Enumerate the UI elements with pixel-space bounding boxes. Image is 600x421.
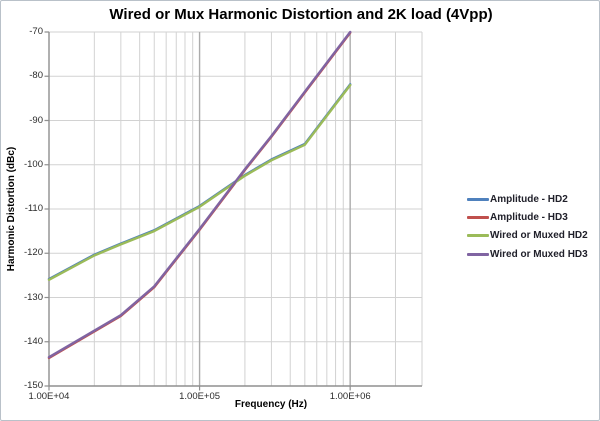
legend-label: Wired or Muxed HD3 — [490, 248, 588, 260]
y-tick-label: -110 — [24, 203, 43, 214]
y-tick-label: -90 — [29, 114, 43, 126]
y-tick-label: -150 — [23, 380, 43, 391]
legend-item: Wired or Muxed HD3 — [467, 245, 588, 263]
series-line-swatch — [467, 234, 489, 238]
chart-title: Wired or Mux Harmonic Distortion and 2K … — [109, 6, 493, 23]
y-tick-label: -120 — [23, 247, 43, 259]
y-tick-label: -140 — [23, 335, 43, 347]
x-tick-label: 1.00E+06 — [329, 391, 371, 402]
y-tick-label: -70 — [29, 26, 43, 37]
y-tick-label: -100 — [23, 158, 43, 170]
legend-label: Wired or Muxed HD2 — [490, 230, 588, 242]
series-line-swatch — [467, 197, 489, 201]
series-line — [47, 83, 352, 281]
legend-item: Amplitude - HD3 — [467, 208, 588, 226]
y-axis-title: Harmonic Distortion (dBc) — [6, 146, 17, 272]
series-line-swatch — [467, 216, 489, 220]
x-tick-label: 1.00E+04 — [28, 391, 70, 402]
series-line — [47, 30, 352, 359]
y-tick-label: -80 — [29, 70, 43, 82]
legend-label: Amplitude - HD3 — [490, 212, 568, 224]
chart-legend: Amplitude - HD2 Amplitude - HD3 Wired or… — [467, 190, 588, 264]
x-axis-title: Frequency (Hz) — [234, 399, 308, 410]
y-tick-label: -130 — [23, 291, 43, 303]
series-line-swatch — [467, 252, 489, 256]
x-tick-label: 1.00E+05 — [179, 391, 221, 402]
legend-item: Amplitude - HD2 — [467, 190, 588, 208]
legend-item: Wired or Muxed HD2 — [467, 227, 588, 245]
legend-label: Amplitude - HD2 — [490, 193, 568, 205]
